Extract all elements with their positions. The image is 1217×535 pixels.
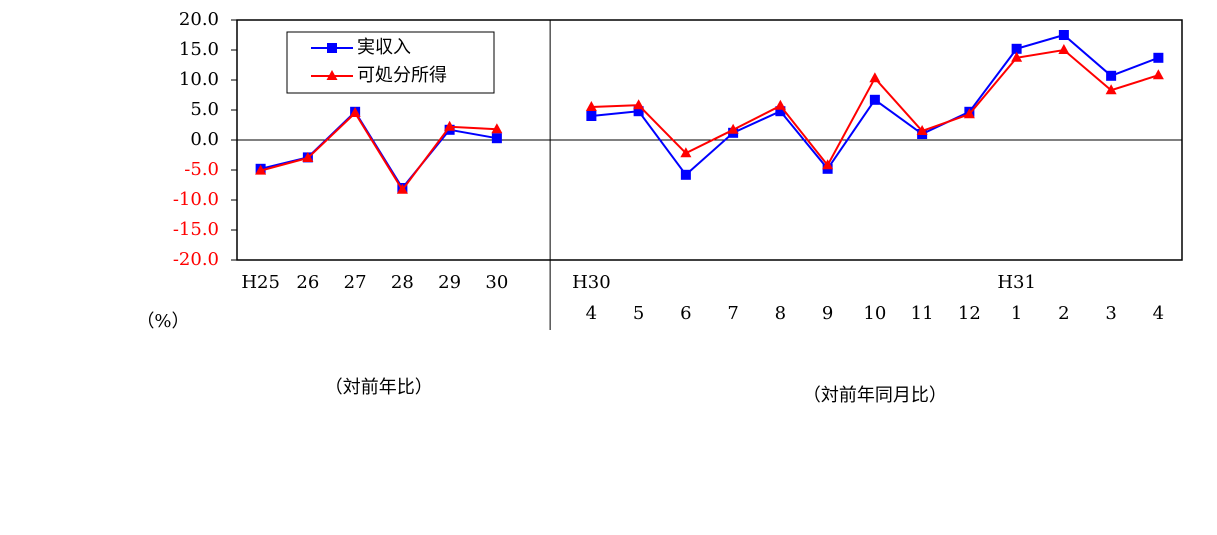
- x-tick-label: H31: [997, 272, 1036, 293]
- x-tick-label: 11: [911, 303, 934, 324]
- x-tick-label: 26: [296, 272, 319, 293]
- point: [1106, 70, 1117, 81]
- point: [633, 99, 645, 110]
- x-tick-label: 2: [1058, 303, 1069, 324]
- point: [916, 125, 928, 135]
- point: [491, 123, 503, 134]
- point: [1153, 52, 1164, 63]
- y-tick-label: -20.0: [173, 249, 219, 270]
- point: [326, 70, 338, 80]
- point: [775, 106, 786, 117]
- x-tick-label: 28: [391, 272, 414, 293]
- y-tick-label: -10.0: [173, 189, 219, 210]
- x-tick-label: 27: [344, 272, 367, 293]
- point: [1058, 44, 1070, 54]
- point: [1058, 30, 1069, 40]
- x-tick-label: 3: [1105, 303, 1116, 324]
- x-tick-label: 4: [586, 303, 597, 324]
- y-tick-label: 0.0: [190, 129, 219, 150]
- point: [727, 123, 739, 134]
- section-label: （対前年同月比）: [803, 385, 947, 406]
- point: [1011, 51, 1023, 62]
- x-tick-label: 5: [633, 303, 644, 324]
- x-tick-label: 12: [958, 303, 981, 324]
- y-tick-label: 10.0: [179, 69, 219, 90]
- point: [349, 107, 361, 117]
- point: [491, 133, 502, 144]
- x-tick-label: 6: [680, 303, 691, 324]
- x-tick-label: 7: [727, 303, 738, 324]
- x-tick-label: 4: [1153, 303, 1164, 324]
- y-tick-label: -15.0: [173, 219, 219, 240]
- x-tick-label: 30: [485, 272, 508, 293]
- legend-label: 可処分所得: [357, 65, 447, 86]
- point: [680, 147, 692, 158]
- x-tick-label: 1: [1011, 303, 1022, 324]
- point: [396, 183, 408, 194]
- section-label: （対前年比）: [325, 377, 433, 398]
- point: [822, 159, 834, 170]
- point: [869, 94, 880, 105]
- point: [327, 43, 337, 53]
- x-tick-label: H30: [572, 272, 611, 293]
- point: [302, 152, 314, 162]
- x-tick-label: H25: [241, 272, 280, 293]
- point: [963, 108, 975, 119]
- legend-label: 実収入: [357, 37, 411, 58]
- point: [633, 106, 644, 117]
- point: [1011, 43, 1022, 54]
- x-tick-label: 8: [775, 303, 786, 324]
- y-tick-label: 5.0: [190, 99, 219, 120]
- y-tick-label: -5.0: [184, 159, 219, 180]
- point: [774, 99, 786, 110]
- unit-label: （%）: [136, 311, 189, 332]
- y-tick-label: 15.0: [179, 39, 219, 60]
- point: [444, 120, 456, 131]
- point: [1105, 84, 1117, 95]
- x-tick-label: 10: [863, 303, 886, 324]
- point: [586, 111, 597, 121]
- point: [585, 101, 597, 111]
- y-tick-label: 20.0: [179, 9, 219, 30]
- point: [680, 169, 691, 180]
- legend-box: [286, 31, 495, 94]
- point: [255, 164, 267, 175]
- x-tick-label: 29: [438, 272, 461, 293]
- x-tick-label: 9: [822, 303, 833, 324]
- point: [1152, 69, 1164, 80]
- point: [869, 72, 881, 83]
